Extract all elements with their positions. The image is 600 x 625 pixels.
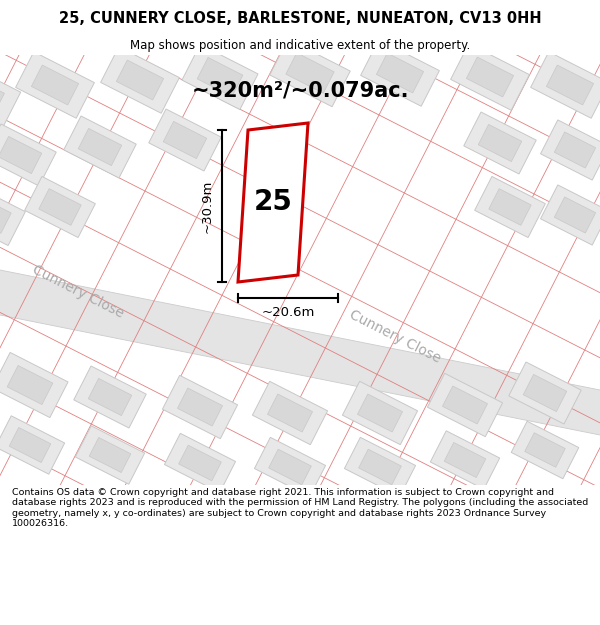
Polygon shape [344, 438, 416, 497]
Polygon shape [451, 44, 529, 110]
Polygon shape [0, 136, 42, 174]
Polygon shape [464, 112, 536, 174]
Polygon shape [466, 57, 514, 97]
Polygon shape [64, 116, 136, 178]
Polygon shape [269, 449, 311, 485]
Text: ~320m²/~0.079ac.: ~320m²/~0.079ac. [191, 80, 409, 100]
Polygon shape [238, 123, 308, 282]
Polygon shape [554, 197, 596, 233]
Polygon shape [101, 47, 179, 113]
Polygon shape [149, 109, 221, 171]
Text: 25: 25 [254, 188, 292, 216]
Polygon shape [376, 53, 424, 93]
Text: ~20.6m: ~20.6m [262, 306, 314, 319]
Polygon shape [442, 386, 488, 424]
Polygon shape [541, 185, 600, 245]
Polygon shape [116, 60, 164, 100]
Polygon shape [511, 421, 579, 479]
Polygon shape [163, 376, 238, 439]
Polygon shape [541, 120, 600, 180]
Text: Cunnery Close: Cunnery Close [30, 263, 126, 321]
Polygon shape [197, 58, 243, 96]
Polygon shape [554, 132, 596, 168]
Polygon shape [0, 197, 11, 233]
Polygon shape [74, 366, 146, 428]
Polygon shape [25, 176, 95, 238]
Polygon shape [0, 61, 21, 129]
Text: Contains OS data © Crown copyright and database right 2021. This information is : Contains OS data © Crown copyright and d… [12, 488, 588, 528]
Polygon shape [0, 124, 56, 186]
Polygon shape [478, 124, 522, 162]
Polygon shape [16, 52, 94, 118]
Polygon shape [179, 445, 221, 481]
Polygon shape [444, 442, 486, 478]
Polygon shape [0, 184, 25, 246]
Polygon shape [361, 40, 439, 106]
Polygon shape [182, 44, 258, 109]
Polygon shape [270, 39, 350, 107]
Polygon shape [523, 374, 567, 412]
Text: 25, CUNNERY CLOSE, BARLESTONE, NUNEATON, CV13 0HH: 25, CUNNERY CLOSE, BARLESTONE, NUNEATON,… [59, 11, 541, 26]
Polygon shape [39, 189, 81, 226]
Polygon shape [253, 381, 328, 444]
Polygon shape [525, 432, 565, 468]
Polygon shape [0, 352, 68, 418]
Polygon shape [7, 366, 53, 404]
Polygon shape [88, 378, 132, 416]
Polygon shape [343, 381, 418, 444]
Polygon shape [76, 426, 145, 484]
Polygon shape [163, 121, 207, 159]
Polygon shape [0, 416, 65, 474]
Polygon shape [489, 189, 531, 226]
Polygon shape [530, 52, 600, 118]
Polygon shape [268, 394, 313, 432]
Polygon shape [359, 449, 401, 485]
Polygon shape [254, 438, 326, 497]
Text: ~30.9m: ~30.9m [200, 179, 214, 232]
Polygon shape [286, 52, 334, 93]
Polygon shape [427, 373, 503, 437]
Text: Map shows position and indicative extent of the property.: Map shows position and indicative extent… [130, 39, 470, 51]
Polygon shape [475, 176, 545, 238]
Polygon shape [31, 65, 79, 105]
Polygon shape [178, 388, 223, 426]
Polygon shape [89, 438, 131, 472]
Polygon shape [9, 428, 51, 462]
Polygon shape [78, 128, 122, 166]
Polygon shape [358, 394, 403, 432]
Polygon shape [0, 74, 4, 116]
Polygon shape [0, 270, 600, 435]
Polygon shape [430, 431, 500, 489]
Polygon shape [547, 65, 593, 105]
Polygon shape [164, 433, 236, 492]
Text: Cunnery Close: Cunnery Close [347, 308, 443, 366]
Polygon shape [509, 362, 581, 424]
